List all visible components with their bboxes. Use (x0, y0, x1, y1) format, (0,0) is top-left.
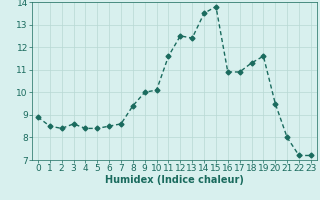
X-axis label: Humidex (Indice chaleur): Humidex (Indice chaleur) (105, 175, 244, 185)
